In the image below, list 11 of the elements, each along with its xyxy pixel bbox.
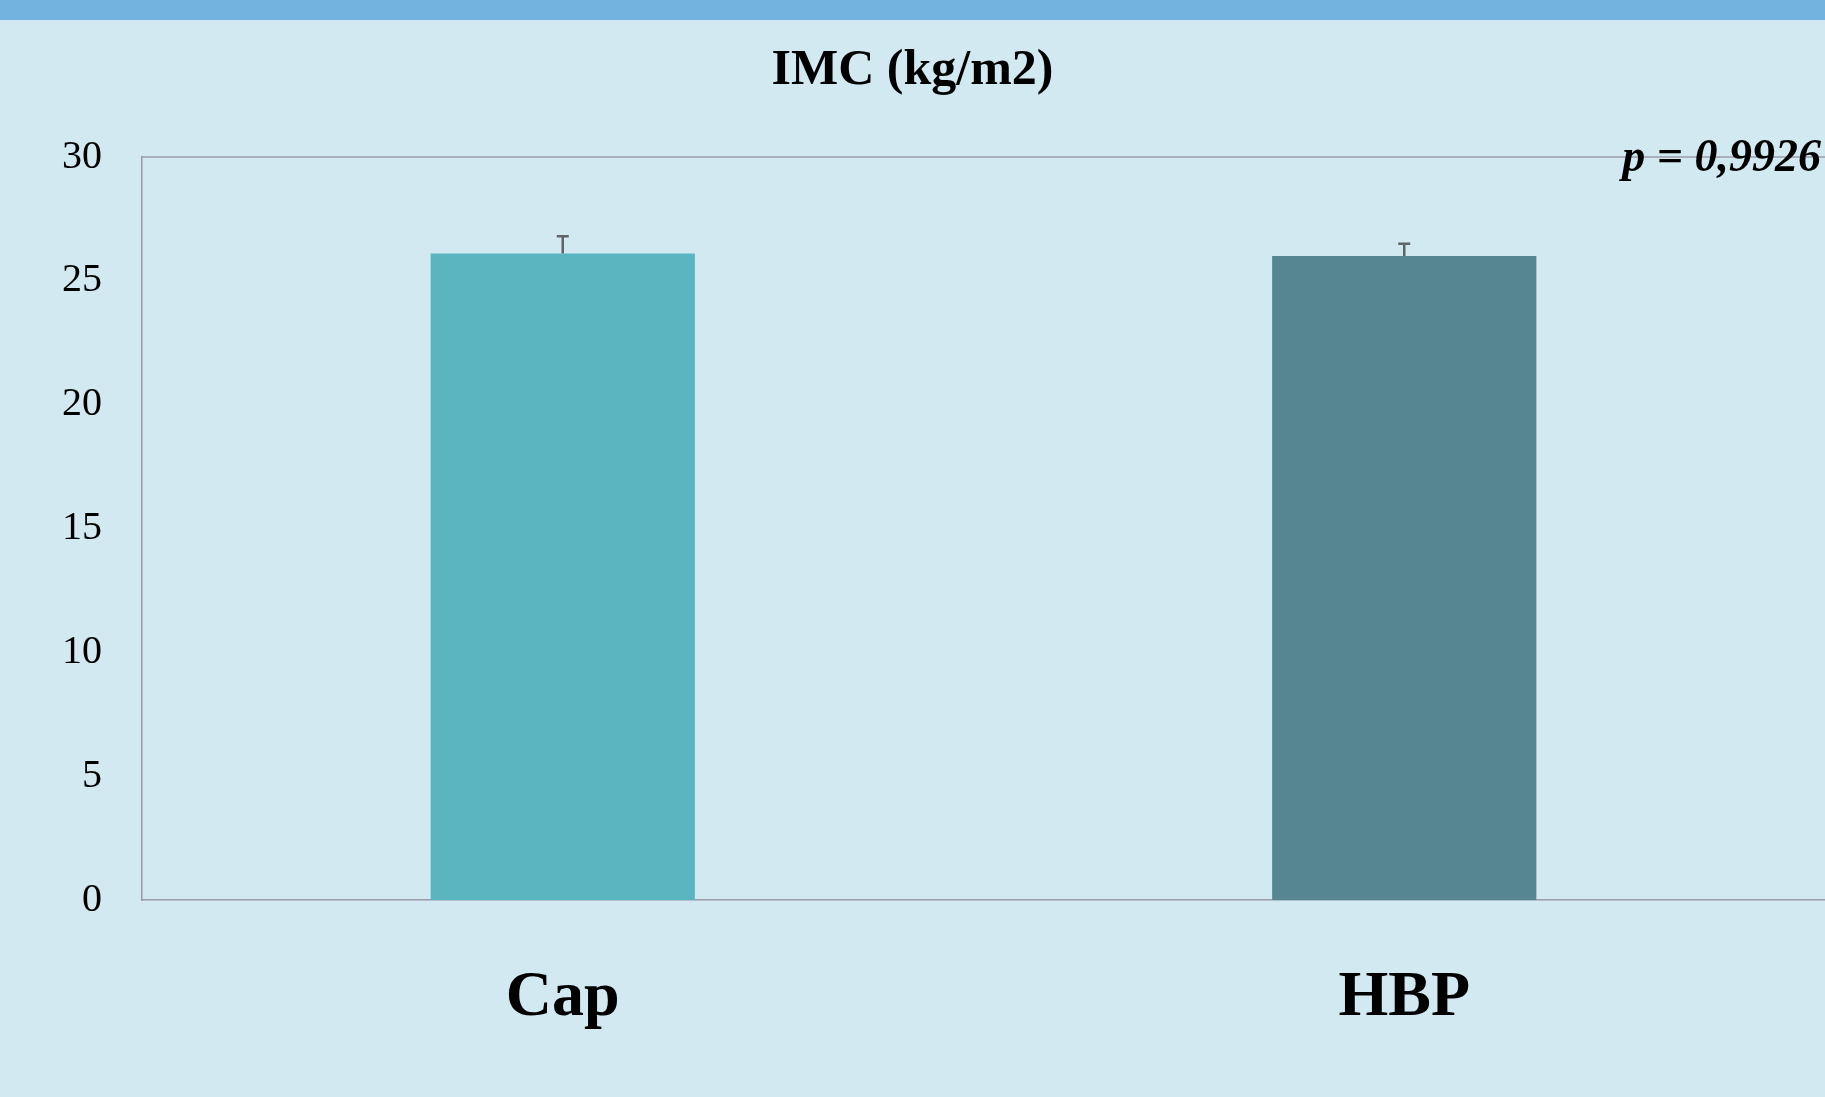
y-tick-label: 15 (62, 503, 102, 549)
chart-title: IMC (kg/m2) (770, 38, 1055, 96)
y-tick-label: 10 (62, 626, 102, 672)
x-tick-label: HBP (1338, 958, 1471, 1030)
x-tick-label: Cap (505, 958, 620, 1030)
y-tick-label: 25 (62, 255, 102, 301)
y-tick-label: 5 (82, 750, 102, 796)
annotation: p = 0,9926 (1618, 129, 1821, 181)
y-tick-label: 30 (62, 131, 102, 177)
y-tick-label: 20 (62, 379, 102, 425)
y-tick-label: 0 (82, 874, 102, 920)
